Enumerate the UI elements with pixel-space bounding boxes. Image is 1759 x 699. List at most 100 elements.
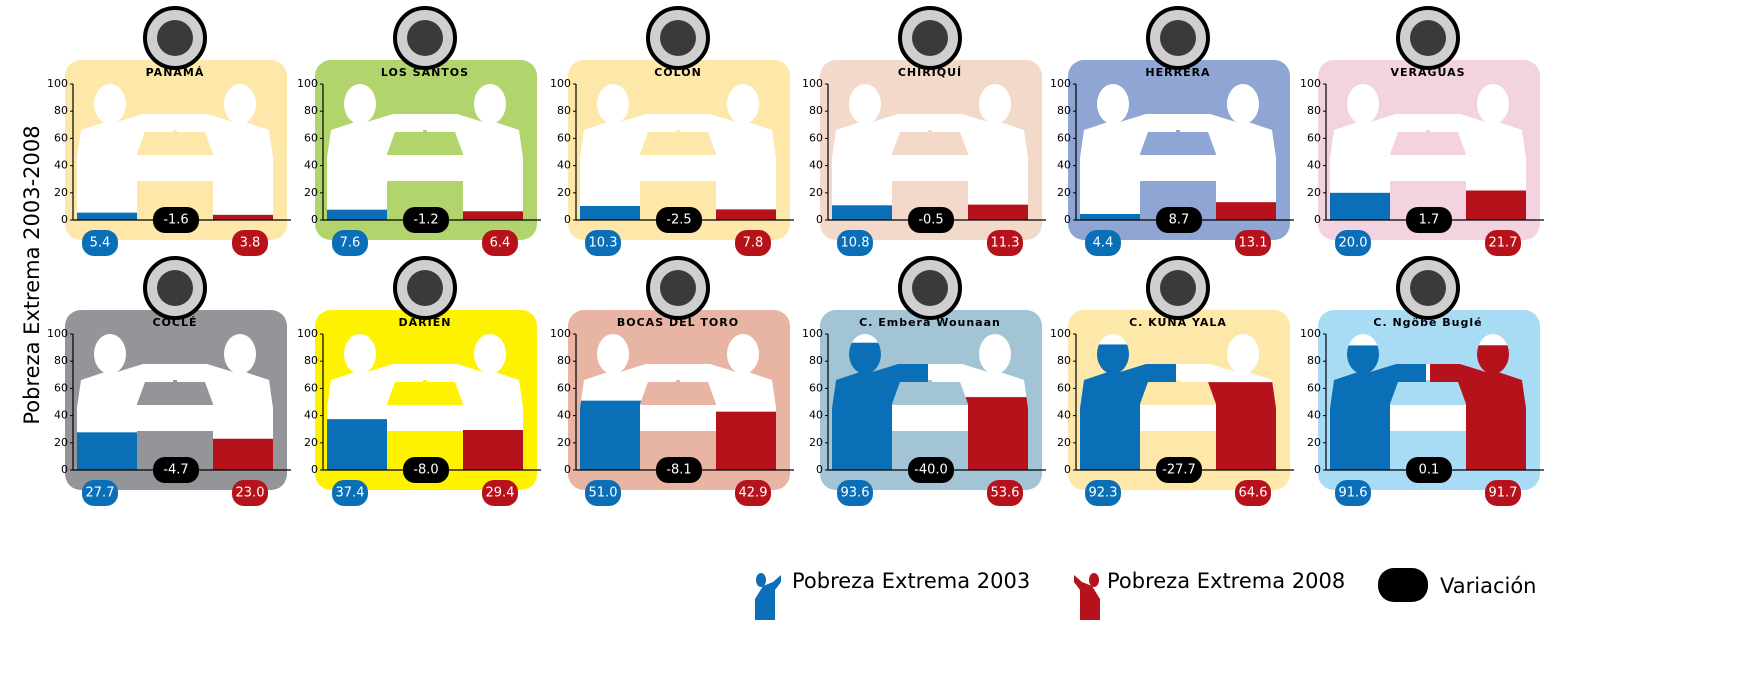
region-icon-inner — [1160, 20, 1196, 56]
region-icon-inner — [660, 20, 696, 56]
variation-label: 8.7 — [1169, 213, 1190, 228]
legend-swatch — [1074, 575, 1100, 620]
table — [1116, 155, 1240, 181]
variation-pill — [1156, 457, 1202, 483]
y-tick-label: 60 — [809, 381, 823, 394]
region-icon-inner — [912, 20, 948, 56]
y-tick-label: 80 — [1307, 104, 1321, 117]
silhouette-head — [1097, 84, 1129, 124]
value-pill — [987, 480, 1023, 506]
silhouette-head — [727, 84, 759, 124]
legend-label: Pobreza Extrema 2003 — [792, 569, 1030, 593]
variation-pill — [403, 207, 449, 233]
y-tick-label: 100 — [1050, 77, 1071, 90]
silhouette-head — [1227, 84, 1259, 124]
variation-label: -0.5 — [918, 213, 943, 228]
variation-pill — [403, 457, 449, 483]
y-tick-label: 80 — [304, 354, 318, 367]
table — [113, 155, 237, 181]
y-tick-label: 20 — [557, 186, 571, 199]
y-tick-label: 0 — [1064, 213, 1071, 226]
y-tick-label: 80 — [1307, 354, 1321, 367]
table — [113, 405, 237, 431]
y-tick-label: 0 — [1314, 213, 1321, 226]
value-pill — [1085, 480, 1121, 506]
value-label: 64.6 — [1239, 486, 1268, 501]
silhouette-head — [1227, 334, 1259, 374]
y-tick-label: 20 — [304, 186, 318, 199]
y-tick-label: 60 — [54, 131, 68, 144]
y-tick-label: 40 — [1057, 409, 1071, 422]
bar — [427, 211, 523, 220]
y-tick-label: 80 — [1057, 354, 1071, 367]
value-label: 7.6 — [340, 236, 361, 251]
value-label: 10.8 — [841, 236, 870, 251]
y-tick-label: 0 — [564, 463, 571, 476]
region-icon-inner — [1410, 20, 1446, 56]
value-label: 53.6 — [991, 486, 1020, 501]
region-icon-inner — [157, 270, 193, 306]
region-icon-inner — [660, 270, 696, 306]
value-label: 6.4 — [490, 236, 511, 251]
y-tick-label: 60 — [304, 131, 318, 144]
y-tick-label: 20 — [304, 436, 318, 449]
legend-swatch — [1378, 568, 1428, 602]
value-label: 4.4 — [1093, 236, 1114, 251]
y-tick-label: 100 — [47, 77, 68, 90]
silhouette-head — [597, 334, 629, 374]
value-label: 37.4 — [336, 486, 365, 501]
value-pill — [482, 480, 518, 506]
variation-pill — [153, 207, 199, 233]
variation-label: -27.7 — [1162, 463, 1196, 478]
region-name: C. Ngöbe Buglé — [1373, 316, 1482, 329]
region-name: PANAMÁ — [146, 66, 205, 79]
y-tick-label: 20 — [1057, 436, 1071, 449]
value-pill — [837, 480, 873, 506]
y-tick-label: 0 — [816, 213, 823, 226]
legend-swatch — [755, 575, 781, 620]
legend-label: Pobreza Extrema 2008 — [1107, 569, 1345, 593]
value-label: 93.6 — [841, 486, 870, 501]
region-icon-inner — [157, 20, 193, 56]
y-tick-label: 40 — [304, 409, 318, 422]
region-name: DARIÉN — [399, 316, 452, 329]
bar — [327, 209, 423, 220]
bar — [680, 209, 776, 220]
variation-pill — [1156, 207, 1202, 233]
value-pill — [482, 230, 518, 256]
value-label: 11.3 — [991, 236, 1020, 251]
y-tick-label: 20 — [54, 436, 68, 449]
y-tick-label: 20 — [54, 186, 68, 199]
bowls — [393, 364, 457, 380]
value-label: 92.3 — [1089, 486, 1118, 501]
value-label: 5.4 — [90, 236, 111, 251]
variation-label: -40.0 — [914, 463, 948, 478]
y-tick-label: 60 — [557, 131, 571, 144]
y-tick-label: 100 — [550, 327, 571, 340]
bowls — [143, 364, 207, 380]
y-axis-label: Pobreza Extrema 2003-2008 — [20, 125, 44, 424]
variation-pill — [153, 457, 199, 483]
y-tick-label: 20 — [1307, 436, 1321, 449]
value-label: 51.0 — [589, 486, 618, 501]
region-name: HERRERA — [1145, 66, 1210, 79]
y-tick-label: 40 — [809, 159, 823, 172]
legend-label: Variación — [1440, 574, 1536, 598]
y-tick-label: 40 — [809, 409, 823, 422]
region-icon-inner — [407, 20, 443, 56]
value-label: 7.8 — [743, 236, 764, 251]
value-pill — [585, 230, 621, 256]
y-tick-label: 100 — [297, 327, 318, 340]
y-tick-label: 60 — [809, 131, 823, 144]
bowls — [898, 114, 962, 130]
y-tick-label: 100 — [1050, 327, 1071, 340]
value-label: 21.7 — [1489, 236, 1518, 251]
y-tick-label: 80 — [304, 104, 318, 117]
y-tick-label: 60 — [54, 381, 68, 394]
region-name: COCLÉ — [152, 316, 197, 329]
y-tick-label: 60 — [1307, 381, 1321, 394]
y-tick-label: 40 — [54, 159, 68, 172]
variation-pill — [656, 207, 702, 233]
y-tick-label: 0 — [1314, 463, 1321, 476]
region-name: COLÓN — [654, 66, 702, 79]
